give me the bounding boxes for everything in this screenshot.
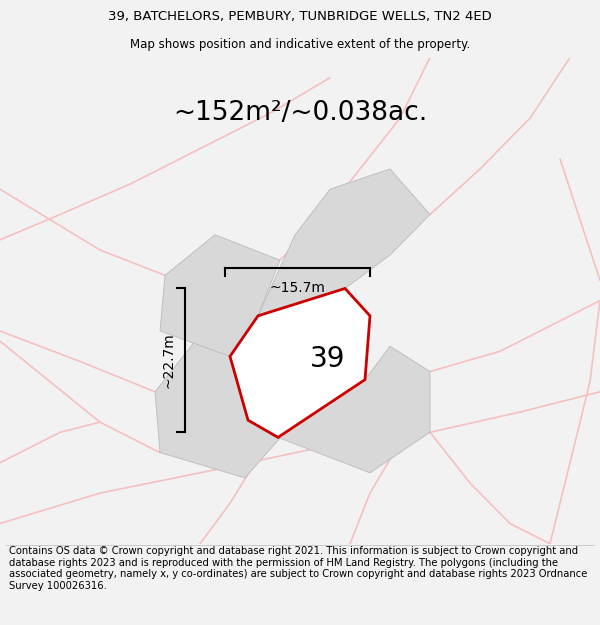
Text: ~152m²/~0.038ac.: ~152m²/~0.038ac. (173, 100, 427, 126)
Text: ~22.7m: ~22.7m (162, 332, 176, 388)
Polygon shape (258, 169, 430, 316)
Text: 39, BATCHELORS, PEMBURY, TUNBRIDGE WELLS, TN2 4ED: 39, BATCHELORS, PEMBURY, TUNBRIDGE WELLS… (108, 9, 492, 22)
Text: Contains OS data © Crown copyright and database right 2021. This information is : Contains OS data © Crown copyright and d… (9, 546, 587, 591)
Polygon shape (155, 341, 285, 478)
Polygon shape (160, 235, 280, 356)
Polygon shape (230, 289, 370, 438)
Polygon shape (278, 346, 430, 473)
Text: Map shows position and indicative extent of the property.: Map shows position and indicative extent… (130, 38, 470, 51)
Text: ~15.7m: ~15.7m (269, 281, 325, 296)
Text: 39: 39 (310, 345, 345, 373)
